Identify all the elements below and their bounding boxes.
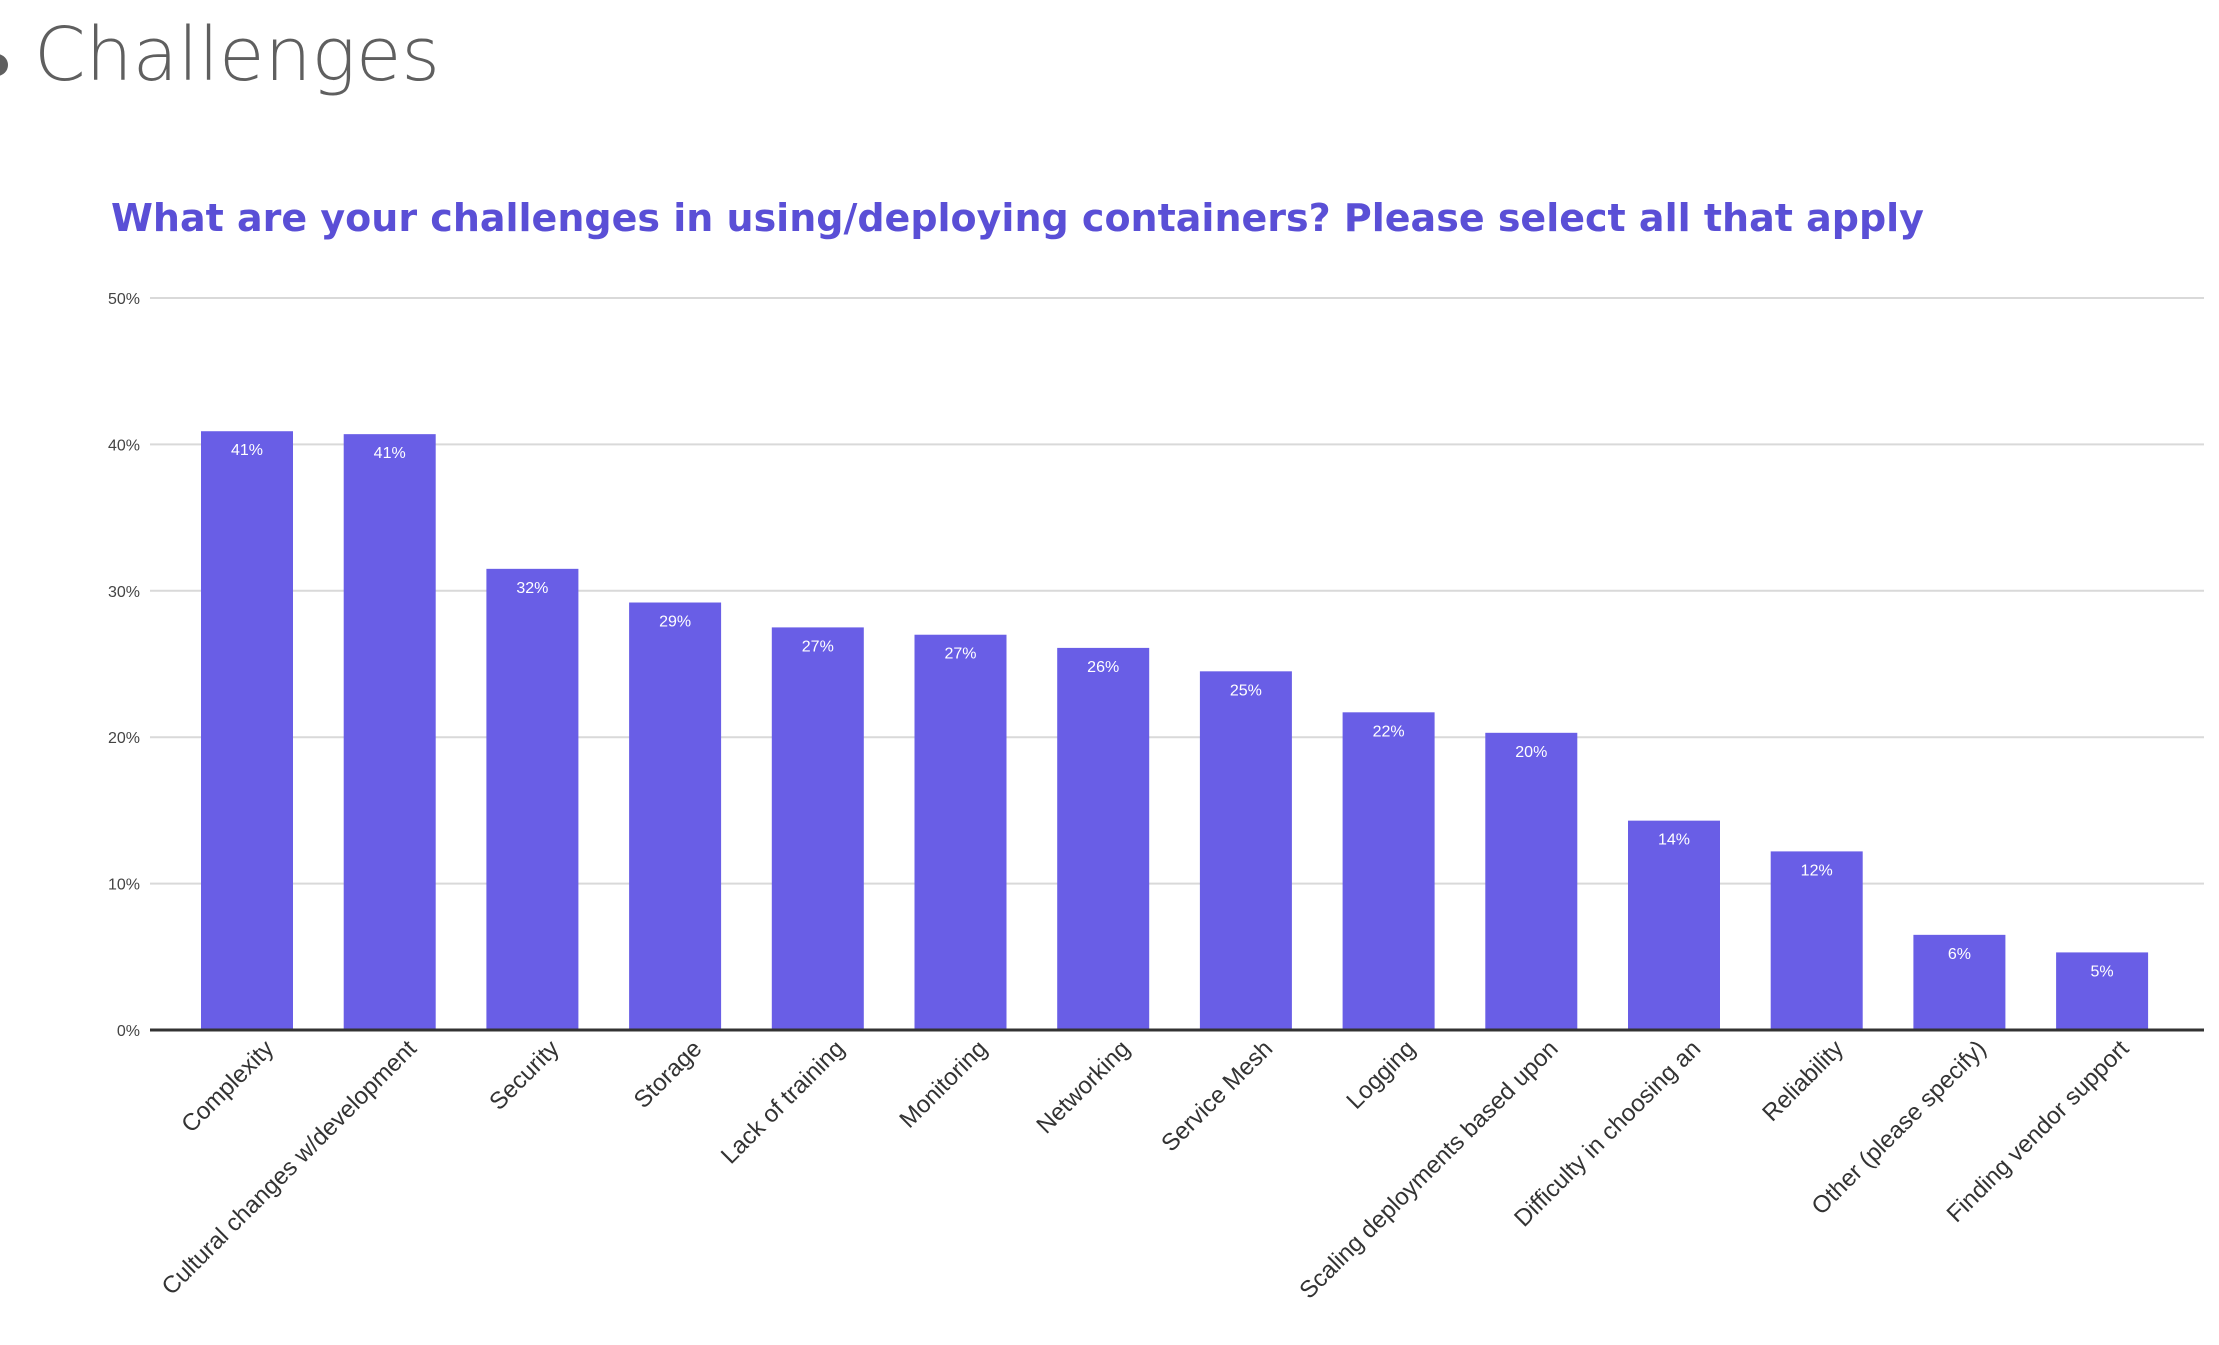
- bar: [629, 602, 722, 1030]
- x-tick-label: Networking: [1031, 1035, 1135, 1139]
- bar-value-label: 32%: [516, 580, 548, 597]
- bar: [771, 627, 864, 1030]
- bar-value-label: 25%: [1230, 682, 1262, 699]
- x-tick-label: Service Mesh: [1156, 1035, 1278, 1157]
- bar-value-label: 27%: [802, 638, 834, 655]
- x-tick-label: Cultural changes w/development: [157, 1035, 423, 1301]
- bar: [1199, 671, 1292, 1030]
- bar-value-label: 12%: [1801, 862, 1833, 879]
- y-tick-label: 40%: [108, 437, 140, 454]
- bar: [914, 634, 1007, 1030]
- x-tick-label: Storage: [629, 1035, 708, 1114]
- bars: 41% 41% 32% 29% 27% 27% 26% 25% 22% 20% 14% 12% 6% 5%: [201, 431, 2149, 1031]
- bar: [486, 568, 579, 1030]
- bar-value-label: 20%: [1515, 744, 1547, 761]
- x-tick-label: Scaling deployments based upon: [1294, 1035, 1563, 1304]
- bar: [2056, 952, 2149, 1030]
- bar-value-label: 41%: [374, 445, 406, 462]
- bar-value-label: 41%: [231, 442, 263, 459]
- slide-title: Challenges: [34, 12, 440, 98]
- chart-title: What are your challenges in using/deploy…: [111, 196, 1924, 240]
- bar: [1913, 934, 2006, 1030]
- bar: [1770, 851, 1863, 1030]
- gridlines: [150, 297, 2204, 885]
- x-tick-label: Reliability: [1757, 1035, 1849, 1127]
- x-tick-label: Monitoring: [894, 1035, 992, 1133]
- bar: [1485, 732, 1578, 1030]
- bar: [343, 434, 436, 1031]
- bar-value-label: 6%: [1948, 946, 1971, 963]
- bar: [1057, 647, 1150, 1030]
- bar-value-label: 27%: [944, 646, 976, 663]
- x-tick-label: Lack of training: [716, 1035, 850, 1169]
- x-tick-label: Complexity: [176, 1035, 279, 1138]
- bar-value-label: 26%: [1087, 659, 1119, 676]
- bar-value-label: 5%: [2091, 963, 2114, 980]
- y-axis-ticks: 0% 10% 20% 30% 40% 50%: [108, 291, 140, 1040]
- y-tick-label: 30%: [108, 584, 140, 601]
- bar-value-label: 22%: [1373, 723, 1405, 740]
- bar-value-label: 29%: [659, 614, 691, 631]
- bar-value-label: 14%: [1658, 832, 1690, 849]
- x-tick-label: Security: [484, 1035, 564, 1115]
- x-tick-label: Logging: [1341, 1035, 1420, 1114]
- slide-bullet-dot: [0, 54, 8, 76]
- y-tick-label: 0%: [117, 1023, 140, 1040]
- y-tick-label: 10%: [108, 877, 140, 894]
- bar: [1628, 820, 1720, 1030]
- y-tick-label: 50%: [108, 291, 140, 308]
- bar: [201, 431, 293, 1030]
- bar: [1342, 712, 1435, 1030]
- y-tick-label: 20%: [108, 730, 140, 747]
